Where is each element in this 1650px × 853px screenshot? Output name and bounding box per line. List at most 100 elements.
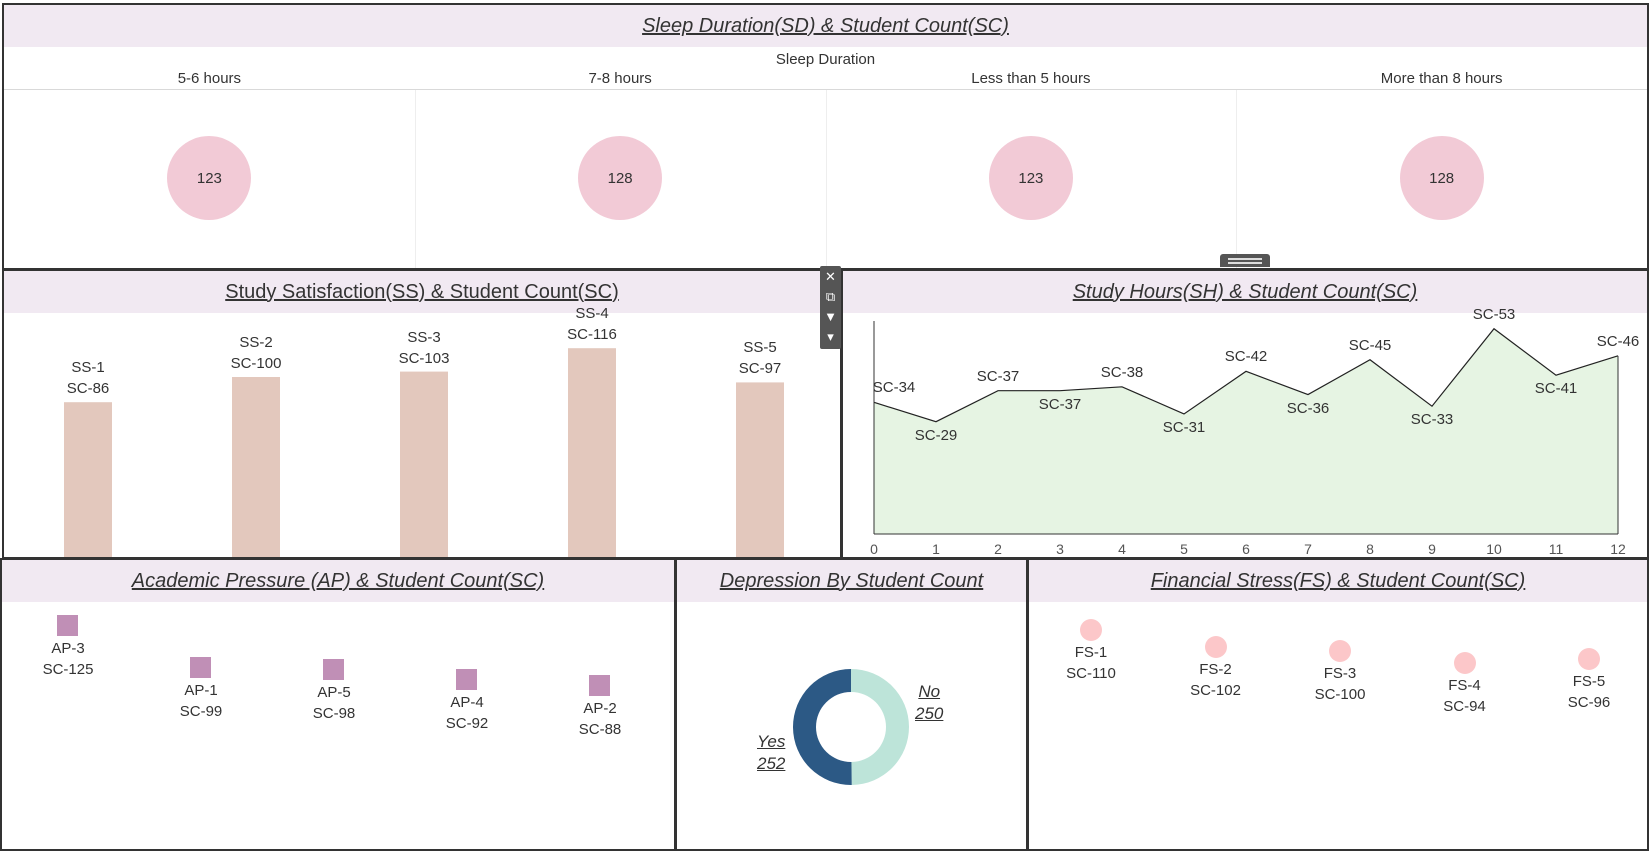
- panel-title: Depression By Student Count: [719, 569, 984, 592]
- panel-title-bar: Study Satisfaction(SS) & Student Count(S…: [4, 271, 840, 313]
- ap-square-mark[interactable]: [456, 668, 477, 690]
- sh-value-label-line: SC-37: [976, 367, 1020, 385]
- fs-label: FS-4 SC-94: [1443, 675, 1486, 717]
- more-options-icon[interactable]: ▾: [827, 329, 834, 344]
- fs-circle-mark[interactable]: [1578, 647, 1600, 670]
- ap-label-line: AP-1: [184, 682, 218, 700]
- sh-value-label-line: SC-45: [1348, 336, 1392, 354]
- x-tick-label: 3: [1056, 541, 1064, 557]
- ss-bar-label: SS-2 SC-100: [231, 332, 282, 374]
- ss-bar-label-line: SC-86: [66, 380, 110, 398]
- panel-title: Financial Stress(FS) & Student Count(SC): [1150, 569, 1526, 592]
- sleep-duration-panel: Sleep Duration(SD) & Student Count(SC) S…: [2, 3, 1649, 270]
- x-tick-label: 8: [1366, 541, 1374, 557]
- ap-label: AP-5 SC-98: [313, 682, 356, 724]
- column-divider: [414, 90, 416, 268]
- sh-value-label-line: SC-41: [1534, 380, 1578, 398]
- x-tick-label: 5: [1180, 541, 1188, 557]
- ss-bar-label: SS-4 SC-116: [567, 303, 617, 345]
- panel-title-bar: Depression By Student Count: [677, 560, 1026, 602]
- sleep-count-circle[interactable]: 128: [578, 136, 663, 220]
- sleep-count-circle[interactable]: 128: [1399, 136, 1484, 220]
- filter-icon[interactable]: ▼: [824, 309, 837, 324]
- sh-value-label: SC-53: [1473, 304, 1516, 325]
- x-tick-label: 2: [994, 541, 1002, 557]
- fs-circle-mark[interactable]: [1453, 652, 1476, 674]
- fs-label-line: SC-96: [1567, 693, 1611, 711]
- fs-circle-mark[interactable]: [1329, 639, 1351, 662]
- column-divider: [1236, 90, 1238, 268]
- panel-title-bar: Academic Pressure (AP) & Student Count(S…: [2, 560, 674, 602]
- panel-title-bar: Study Hours(SH) & Student Count(SC): [843, 271, 1647, 313]
- sleep-count-circle[interactable]: 123: [167, 136, 252, 220]
- donut-value: 252: [757, 754, 786, 773]
- fs-label: FS-5 SC-96: [1568, 671, 1611, 713]
- ap-square-mark[interactable]: [57, 615, 78, 636]
- ss-bar-label-line: SS-4: [575, 305, 609, 323]
- panel-title: Study Satisfaction(SS) & Student Count(S…: [225, 280, 619, 303]
- fs-label-line: FS-3: [1323, 664, 1357, 682]
- ss-bar-label: SS-3 SC-103: [399, 327, 450, 369]
- study-hours-chart: 0 1 2 3 4 5 6 7 8 9 10 11 12: [870, 321, 1626, 557]
- x-tick-label: 10: [1486, 541, 1502, 557]
- ss-bar[interactable]: [568, 348, 616, 557]
- ss-bar-label-line: SS-3: [407, 328, 441, 346]
- sh-value-label: SC-37: [977, 366, 1020, 387]
- ss-bar[interactable]: [736, 382, 784, 557]
- ap-square-mark[interactable]: [323, 658, 344, 680]
- ap-label: AP-3 SC-125: [43, 638, 94, 680]
- close-icon[interactable]: ✕: [825, 269, 836, 284]
- donut-label-yes: Yes 252: [757, 731, 785, 775]
- sh-value-label: SC-42: [1225, 346, 1268, 367]
- sleep-category-label: Less than 5 hours: [971, 70, 1091, 87]
- sleep-category-label: 7-8 hours: [588, 70, 652, 87]
- sh-value-label: SC-45: [1349, 335, 1392, 356]
- popout-icon[interactable]: ⧉: [825, 289, 836, 304]
- ap-label-line: AP-3: [51, 640, 85, 657]
- ss-bar[interactable]: [232, 377, 280, 557]
- sh-line[interactable]: [873, 327, 1619, 423]
- donut-category: Yes: [757, 732, 786, 751]
- academic-pressure-panel: Academic Pressure (AP) & Student Count(S…: [0, 558, 676, 851]
- depression-donut-chart: [792, 669, 909, 785]
- sh-value-label: SC-33: [1411, 409, 1454, 430]
- ap-square-mark[interactable]: [190, 657, 211, 679]
- ap-label: AP-4 SC-92: [446, 692, 489, 734]
- ss-bar[interactable]: [64, 402, 112, 557]
- panel-title-bar: Financial Stress(FS) & Student Count(SC): [1029, 560, 1647, 602]
- ap-square-mark[interactable]: [589, 675, 610, 696]
- donut-value: 250: [915, 704, 944, 723]
- sh-value-label: SC-31: [1163, 417, 1206, 438]
- fs-label-line: FS-5: [1572, 672, 1606, 690]
- x-tick-label: 4: [1118, 541, 1126, 557]
- donut-category: No: [918, 682, 941, 701]
- ss-bar-label: SS-1 SC-86: [67, 357, 110, 399]
- sh-value-label: SC-38: [1101, 362, 1144, 383]
- ap-label-line: SC-125: [42, 661, 94, 678]
- sh-value-label-line: SC-53: [1472, 305, 1516, 323]
- panel-title: Sleep Duration(SD) & Student Count(SC): [642, 14, 1009, 37]
- sleep-count-circle[interactable]: 123: [988, 136, 1073, 220]
- worksheet-toolbar: ✕ ⧉ ▼ ▾: [820, 266, 841, 349]
- depression-panel: Depression By Student Count No 250 Yes 252: [675, 558, 1028, 851]
- donut-slice-yes[interactable]: [792, 669, 852, 785]
- sh-value-label-line: SC-29: [914, 426, 958, 444]
- sh-area[interactable]: [874, 328, 1618, 534]
- fs-label: FS-3 SC-100: [1315, 663, 1366, 705]
- fs-label-line: FS-2: [1199, 660, 1232, 678]
- ss-bar[interactable]: [400, 371, 448, 557]
- fs-circle-mark[interactable]: [1204, 635, 1227, 658]
- sh-value-label-line: SC-31: [1162, 418, 1206, 436]
- sh-value-label-line: SC-37: [1038, 395, 1082, 413]
- donut-slice-no[interactable]: [851, 669, 909, 785]
- ss-bar-label-line: SC-116: [567, 326, 617, 344]
- fs-label-line: SC-100: [1314, 685, 1366, 703]
- column-divider: [825, 90, 827, 268]
- fs-label: FS-1 SC-110: [1066, 642, 1116, 684]
- drag-handle[interactable]: [1220, 254, 1270, 267]
- sh-value-label-line: SC-36: [1286, 399, 1330, 417]
- sh-value-label: SC-46: [1597, 331, 1640, 352]
- fs-circle-mark[interactable]: [1080, 619, 1102, 641]
- ss-bar-label-line: SS-1: [71, 359, 105, 377]
